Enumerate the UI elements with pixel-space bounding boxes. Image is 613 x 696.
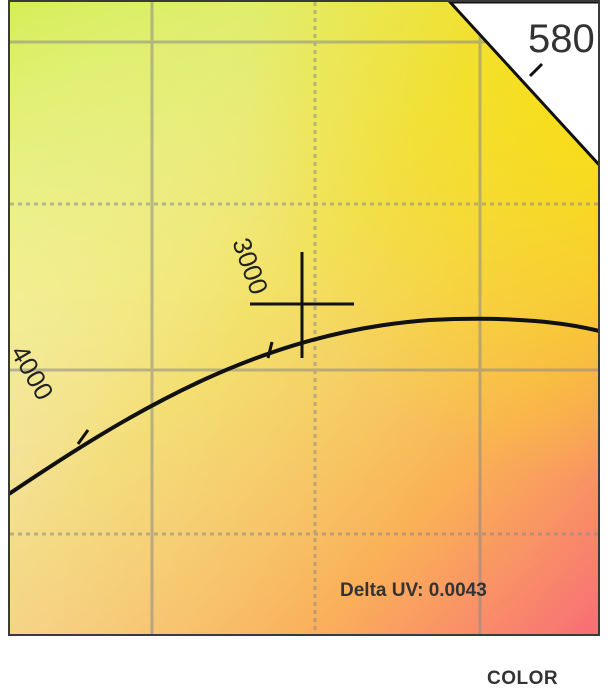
- cct-tick-3000: [266, 341, 274, 359]
- crosshair-marker: [250, 252, 354, 358]
- out-of-gamut-region: [447, 2, 598, 166]
- locus-tick: [528, 62, 544, 78]
- delta-uv-readout: Delta UV: 0.0043: [340, 580, 487, 601]
- planckian-locus-curve: [10, 316, 598, 496]
- chromaticity-plot: 580 4000 3000: [10, 2, 598, 634]
- chromaticity-chart: 580 4000 3000 Delta UV: 0.0043: [8, 0, 600, 636]
- locus-wavelength-label: 580: [528, 17, 595, 61]
- footer-label: COLOR: [487, 668, 559, 689]
- cct-tick-4000: [76, 429, 90, 445]
